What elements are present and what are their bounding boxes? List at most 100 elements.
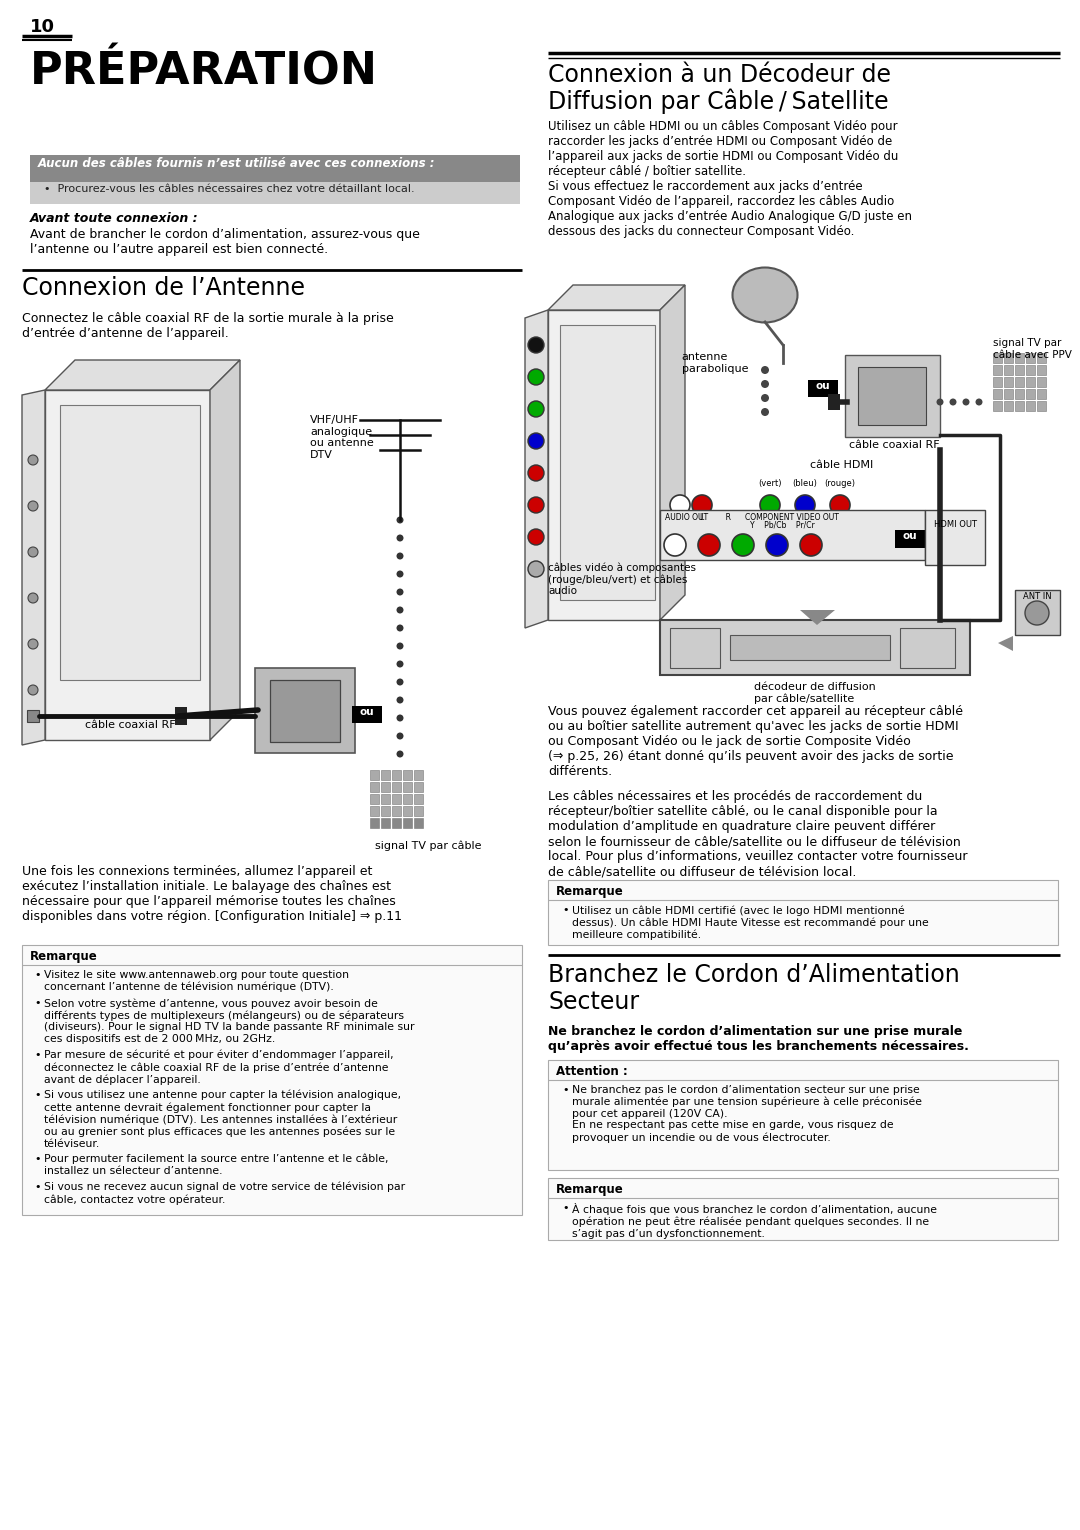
Bar (414, 782, 423, 793)
Bar (1026, 376, 1035, 387)
Circle shape (396, 571, 404, 577)
Circle shape (670, 496, 690, 516)
Bar (370, 819, 379, 828)
Bar (993, 366, 1002, 375)
Bar (1026, 401, 1035, 412)
Circle shape (28, 640, 38, 649)
Polygon shape (45, 390, 210, 741)
Bar (845, 355, 940, 438)
Polygon shape (548, 311, 660, 620)
Bar (370, 806, 379, 815)
Bar (730, 635, 890, 659)
Bar (993, 389, 1002, 399)
Polygon shape (561, 324, 654, 600)
Bar (1037, 376, 1047, 387)
Circle shape (396, 606, 404, 614)
Text: Branchez le Cordon d’Alimentation: Branchez le Cordon d’Alimentation (548, 962, 960, 987)
Circle shape (396, 552, 404, 560)
Text: signal TV par câble: signal TV par câble (375, 840, 482, 851)
Text: VHF/UHF
analogique
ou antenne
DTV: VHF/UHF analogique ou antenne DTV (310, 415, 374, 461)
Text: (rouge): (rouge) (824, 479, 855, 488)
Circle shape (766, 534, 788, 555)
Text: Si vous ne recevez aucun signal de votre service de télévision par
câble, contac: Si vous ne recevez aucun signal de votre… (44, 1183, 405, 1204)
Bar (1004, 376, 1013, 387)
Circle shape (732, 534, 754, 555)
Text: Utilisez un câble HDMI certifié (avec le logo HDMI mentionné
dessus). Un câble H: Utilisez un câble HDMI certifié (avec le… (572, 906, 929, 939)
Bar (403, 819, 411, 828)
Text: Par mesure de sécurité et pour éviter d’endommager l’appareil,
déconnectez le câ: Par mesure de sécurité et pour éviter d’… (44, 1050, 393, 1085)
Circle shape (28, 594, 38, 603)
Bar (381, 770, 390, 780)
Text: Aucun des câbles fournis n’est utilisé avec ces connexions :: Aucun des câbles fournis n’est utilisé a… (38, 158, 435, 170)
Bar (1004, 366, 1013, 375)
Text: Vous pouvez également raccorder cet appareil au récepteur câblé
ou au boîtier sa: Vous pouvez également raccorder cet appa… (548, 705, 963, 777)
Text: •: • (33, 998, 41, 1008)
Circle shape (528, 497, 544, 513)
Bar (660, 509, 924, 560)
Bar (1026, 366, 1035, 375)
Bar (1004, 389, 1013, 399)
Circle shape (28, 685, 38, 695)
Circle shape (396, 624, 404, 632)
Bar (1015, 366, 1024, 375)
Bar (808, 379, 838, 396)
Text: •: • (33, 1154, 41, 1164)
Polygon shape (800, 610, 835, 624)
Circle shape (396, 715, 404, 722)
Bar (370, 770, 379, 780)
Text: Remarque: Remarque (556, 884, 624, 898)
Bar (392, 819, 401, 828)
Circle shape (761, 366, 769, 373)
Text: Y    Pb/Cb    Pr/Cr: Y Pb/Cb Pr/Cr (750, 520, 814, 529)
Circle shape (936, 398, 944, 405)
Circle shape (692, 496, 712, 516)
Text: •: • (33, 1089, 41, 1100)
Circle shape (761, 395, 769, 402)
Bar (1026, 389, 1035, 399)
Bar (1015, 389, 1024, 399)
Bar (381, 782, 390, 793)
Circle shape (528, 369, 544, 386)
Text: Diffusion par Câble / Satellite: Diffusion par Câble / Satellite (548, 89, 889, 113)
Polygon shape (548, 285, 685, 311)
Circle shape (396, 589, 404, 595)
Text: câble HDMI: câble HDMI (810, 461, 874, 470)
Circle shape (664, 534, 686, 555)
Bar (392, 770, 401, 780)
Circle shape (396, 517, 404, 523)
Text: Ne branchez le cordon d’alimentation sur une prise murale
qu’après avoir effectu: Ne branchez le cordon d’alimentation sur… (548, 1025, 969, 1053)
Text: Les câbles nécessaires et les procédés de raccordement du
récepteur/boîtier sate: Les câbles nécessaires et les procédés d… (548, 789, 968, 878)
Bar (1015, 591, 1059, 635)
Circle shape (396, 733, 404, 739)
Polygon shape (210, 360, 240, 741)
Bar (1037, 353, 1047, 363)
Text: Secteur: Secteur (548, 990, 639, 1014)
Circle shape (528, 401, 544, 418)
Bar (1015, 401, 1024, 412)
Bar (828, 395, 840, 410)
Bar (1015, 353, 1024, 363)
Bar (548, 1060, 1058, 1170)
Bar (1004, 401, 1013, 412)
Circle shape (396, 643, 404, 650)
Circle shape (962, 398, 970, 405)
Text: signal TV par
câble avec PPV: signal TV par câble avec PPV (993, 338, 1071, 360)
Text: •: • (562, 1085, 568, 1095)
Bar (22, 946, 522, 1215)
Text: À chaque fois que vous branchez le cordon d’alimentation, aucune
opération ne pe: À chaque fois que vous branchez le cordo… (572, 1203, 937, 1239)
Bar (895, 529, 924, 548)
Text: Attention :: Attention : (556, 1065, 627, 1079)
Circle shape (528, 562, 544, 577)
Bar (670, 627, 720, 669)
Circle shape (698, 534, 720, 555)
Text: Connexion à un Décodeur de: Connexion à un Décodeur de (548, 63, 891, 87)
Bar (993, 353, 1002, 363)
Text: Selon votre système d’antenne, vous pouvez avoir besoin de
différents types de m: Selon votre système d’antenne, vous pouv… (44, 998, 415, 1043)
Text: •: • (562, 906, 568, 915)
Bar (381, 819, 390, 828)
Text: (vert): (vert) (758, 479, 782, 488)
Text: •  Procurez-vous les câbles nécessaires chez votre détaillant local.: • Procurez-vous les câbles nécessaires c… (44, 184, 415, 194)
Circle shape (28, 548, 38, 557)
Circle shape (28, 500, 38, 511)
Bar (403, 770, 411, 780)
